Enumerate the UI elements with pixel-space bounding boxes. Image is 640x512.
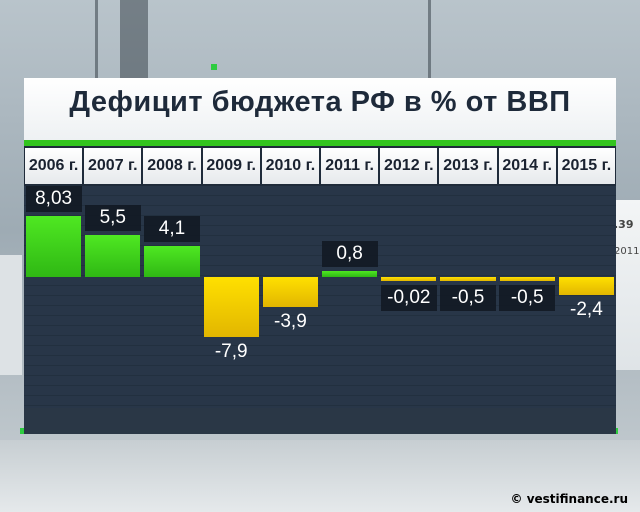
background-screen-year: 2011 — [614, 246, 640, 257]
background-screen-value: .39 — [614, 218, 634, 231]
background-beam — [120, 0, 148, 80]
background-screen-left — [0, 255, 22, 375]
data-label-9: -2,4 — [570, 299, 603, 321]
bar-9 — [558, 277, 614, 296]
plot-area: 8,03 5,5 4,1 -7,9 -3,9 0,8 -0,02 -0,5 -0,5 -2,4 — [24, 185, 616, 408]
year-header-8: 2014 г. — [498, 148, 556, 184]
data-label-7: -0,5 — [440, 285, 496, 311]
year-header-9: 2015 г. — [557, 148, 615, 184]
title-bar: Дефицит бюджета РФ в % от ВВП — [24, 78, 616, 146]
data-label-2: 4,1 — [144, 215, 200, 242]
bar-1 — [85, 235, 141, 277]
frame-corner-marker — [20, 428, 26, 434]
bar-3 — [203, 277, 259, 338]
data-label-0: 8,03 — [25, 185, 82, 212]
data-label-8: -0,5 — [499, 285, 556, 311]
year-header-4: 2010 г. — [261, 148, 319, 184]
chart-title: Дефицит бюджета РФ в % от ВВП — [69, 86, 571, 118]
bar-0 — [26, 215, 82, 277]
year-header-7: 2013 г. — [439, 148, 497, 184]
bar-4 — [262, 277, 318, 307]
frame-corner-marker — [211, 64, 217, 70]
year-header-5: 2011 г. — [321, 148, 379, 184]
year-header-3: 2009 г. — [202, 148, 260, 184]
bar-8 — [499, 277, 555, 281]
background-screen-right: .39 2011 — [612, 200, 640, 370]
background-structure — [95, 0, 431, 80]
bar-6 — [381, 277, 437, 281]
bar-7 — [440, 277, 496, 281]
year-header-2: 2008 г. — [143, 148, 201, 184]
data-label-4: -3,9 — [274, 310, 307, 332]
year-header-1: 2007 г. — [84, 148, 142, 184]
year-header-row: 2006 г. 2007 г. 2008 г. 2009 г. 2010 г. 2011 … — [24, 148, 616, 184]
data-label-1: 5,5 — [84, 205, 141, 232]
data-label-3: -7,9 — [214, 341, 248, 363]
chart-footer — [24, 408, 616, 434]
chart-panel: Дефицит бюджета РФ в % от ВВП 2006 г. 200… — [24, 78, 616, 434]
bar-5 — [322, 270, 378, 277]
data-label-5: 0,8 — [321, 240, 378, 267]
year-header-6: 2012 г. — [380, 148, 438, 184]
source-credit: © vestifinance.ru — [510, 492, 628, 506]
year-header-0: 2006 г. — [25, 148, 83, 184]
bar-2 — [144, 245, 200, 277]
data-label-6: -0,02 — [380, 285, 437, 311]
studio-floor — [0, 440, 640, 512]
